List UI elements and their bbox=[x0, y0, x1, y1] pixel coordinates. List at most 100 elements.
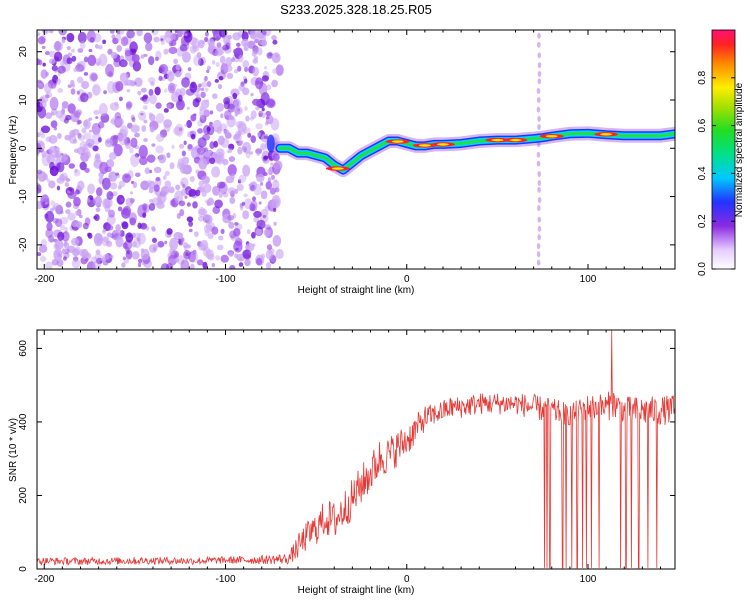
noise-blob bbox=[237, 65, 242, 72]
noise-blob bbox=[78, 214, 83, 219]
colorbar-tick-label: 0.6 bbox=[697, 118, 708, 132]
noise-blob bbox=[154, 86, 161, 96]
noise-blob bbox=[74, 168, 78, 173]
noise-blob bbox=[244, 66, 249, 73]
noise-blob bbox=[167, 82, 176, 94]
noise-blob bbox=[253, 210, 262, 218]
colorbar-tick-label: 0.0 bbox=[697, 262, 708, 276]
noise-blob bbox=[107, 214, 116, 226]
noise-blob bbox=[252, 196, 256, 202]
noise-blob bbox=[63, 118, 69, 124]
noise-blob bbox=[187, 67, 192, 72]
noise-blob bbox=[148, 203, 156, 211]
noise-blob bbox=[93, 196, 102, 206]
noise-blob bbox=[222, 158, 229, 166]
noise-blob bbox=[255, 228, 262, 236]
noise-blob bbox=[52, 205, 56, 211]
noise-blob bbox=[158, 75, 163, 81]
noise-blob bbox=[238, 174, 247, 183]
snr-y-label: SNR (10 * v/v) bbox=[8, 418, 19, 482]
noise-blob bbox=[151, 143, 156, 147]
noise-blob bbox=[111, 34, 116, 39]
noise-blob bbox=[67, 191, 77, 199]
snr-y-tick-label: 200 bbox=[18, 487, 29, 504]
noise-blob bbox=[82, 147, 91, 158]
noise-blob bbox=[53, 41, 63, 52]
noise-blob bbox=[181, 51, 191, 63]
noise-blob bbox=[260, 253, 266, 259]
noise-blob bbox=[71, 258, 81, 269]
noise-blob bbox=[201, 175, 210, 185]
noise-blob bbox=[183, 242, 189, 249]
noise-blob bbox=[228, 251, 234, 257]
noise-blob bbox=[37, 169, 43, 175]
noise-blob bbox=[67, 212, 76, 221]
noise-blob bbox=[244, 106, 248, 111]
noise-blob bbox=[122, 173, 131, 183]
spectrogram-trace bbox=[266, 126, 675, 178]
trace-hotspot-core bbox=[437, 143, 449, 146]
noise-blob bbox=[106, 224, 114, 231]
noise-blob bbox=[86, 261, 96, 269]
noise-blob bbox=[227, 35, 233, 40]
noise-blob bbox=[58, 30, 68, 36]
noise-blob bbox=[197, 128, 203, 134]
spectrogram-x-tick-label: -100 bbox=[215, 274, 235, 285]
spike-dot bbox=[537, 205, 541, 212]
noise-blob bbox=[206, 69, 210, 74]
noise-blob bbox=[263, 229, 271, 237]
noise-blob bbox=[76, 76, 84, 84]
noise-blob bbox=[73, 67, 78, 73]
noise-blob bbox=[72, 248, 80, 257]
noise-blob bbox=[200, 239, 209, 251]
noise-blob bbox=[235, 48, 240, 54]
noise-blob bbox=[256, 173, 265, 183]
noise-blob bbox=[160, 39, 166, 46]
noise-blob bbox=[148, 180, 156, 189]
noise-blob bbox=[186, 202, 191, 207]
noise-blob bbox=[196, 52, 202, 59]
noise-blob bbox=[106, 159, 115, 169]
noise-blob bbox=[204, 87, 209, 93]
noise-blob bbox=[194, 231, 199, 237]
noise-blob bbox=[151, 226, 156, 230]
noise-blob bbox=[131, 54, 140, 63]
noise-blob bbox=[121, 221, 129, 230]
noise-blob bbox=[237, 123, 247, 135]
noise-blob bbox=[116, 45, 122, 52]
noise-blob bbox=[95, 207, 101, 212]
noise-blob bbox=[49, 161, 55, 171]
noise-blob bbox=[197, 215, 205, 222]
trace-hotspot-core bbox=[545, 135, 558, 138]
noise-blob bbox=[202, 183, 212, 194]
figure-title: S233.2025.328.18.25.R05 bbox=[280, 2, 432, 17]
noise-blob bbox=[54, 218, 63, 227]
noise-blob bbox=[178, 200, 186, 207]
noise-blob bbox=[180, 259, 190, 269]
noise-blob bbox=[173, 83, 178, 88]
noise-blob bbox=[125, 232, 134, 243]
noise-blob bbox=[233, 240, 243, 253]
noise-blob bbox=[70, 112, 80, 123]
noise-blob bbox=[227, 164, 237, 177]
noise-blob bbox=[166, 103, 172, 109]
trace-hotspot-core bbox=[418, 144, 431, 147]
noise-blob bbox=[143, 32, 153, 44]
noise-blob bbox=[241, 201, 246, 206]
noise-blob bbox=[42, 173, 48, 181]
noise-blob bbox=[48, 146, 57, 154]
noise-blob bbox=[71, 83, 76, 88]
noise-blob bbox=[200, 81, 208, 88]
noise-blob bbox=[102, 198, 111, 209]
noise-blob bbox=[140, 222, 148, 230]
noise-blob bbox=[180, 177, 189, 188]
noise-blob bbox=[256, 219, 266, 230]
snr-x-tick-label: 0 bbox=[404, 574, 410, 585]
noise-blob bbox=[61, 104, 66, 110]
noise-blob bbox=[238, 256, 243, 262]
noise-blob bbox=[167, 71, 175, 82]
noise-blob bbox=[126, 30, 135, 39]
snr-y-tick-label: 600 bbox=[18, 340, 29, 357]
noise-blob bbox=[215, 255, 221, 261]
